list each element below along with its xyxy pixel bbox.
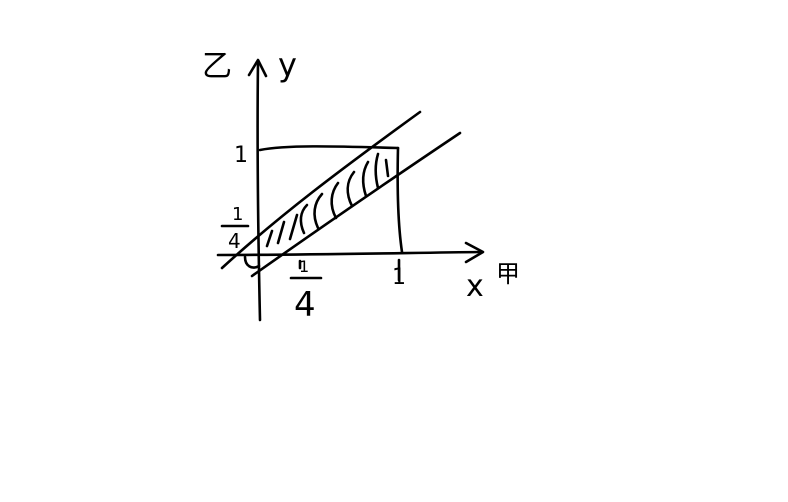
y-axis-prefix-label: 乙 xyxy=(202,49,232,84)
tick-marks xyxy=(220,224,401,282)
x-axis-suffix-label: 甲 xyxy=(496,260,520,288)
origin-loop xyxy=(243,255,261,269)
x-tick-one: 1 xyxy=(392,265,406,290)
hatched-region xyxy=(265,152,390,248)
x-tick-quarter-denominator: 4 xyxy=(294,285,316,325)
x-axis-label: x xyxy=(466,269,484,304)
y-tick-quarter-numerator: 1 xyxy=(232,204,243,225)
x-axis xyxy=(216,241,485,264)
y-tick-one: 1 xyxy=(234,143,248,168)
upper-line xyxy=(220,110,422,270)
y-axis xyxy=(247,58,268,322)
unit-square xyxy=(258,145,404,254)
origin-label: O xyxy=(240,259,253,278)
y-axis-label: y xyxy=(278,46,297,84)
y-tick-quarter-denominator: 4 xyxy=(228,229,241,253)
x-tick-quarter-numerator: 1 xyxy=(299,257,309,276)
